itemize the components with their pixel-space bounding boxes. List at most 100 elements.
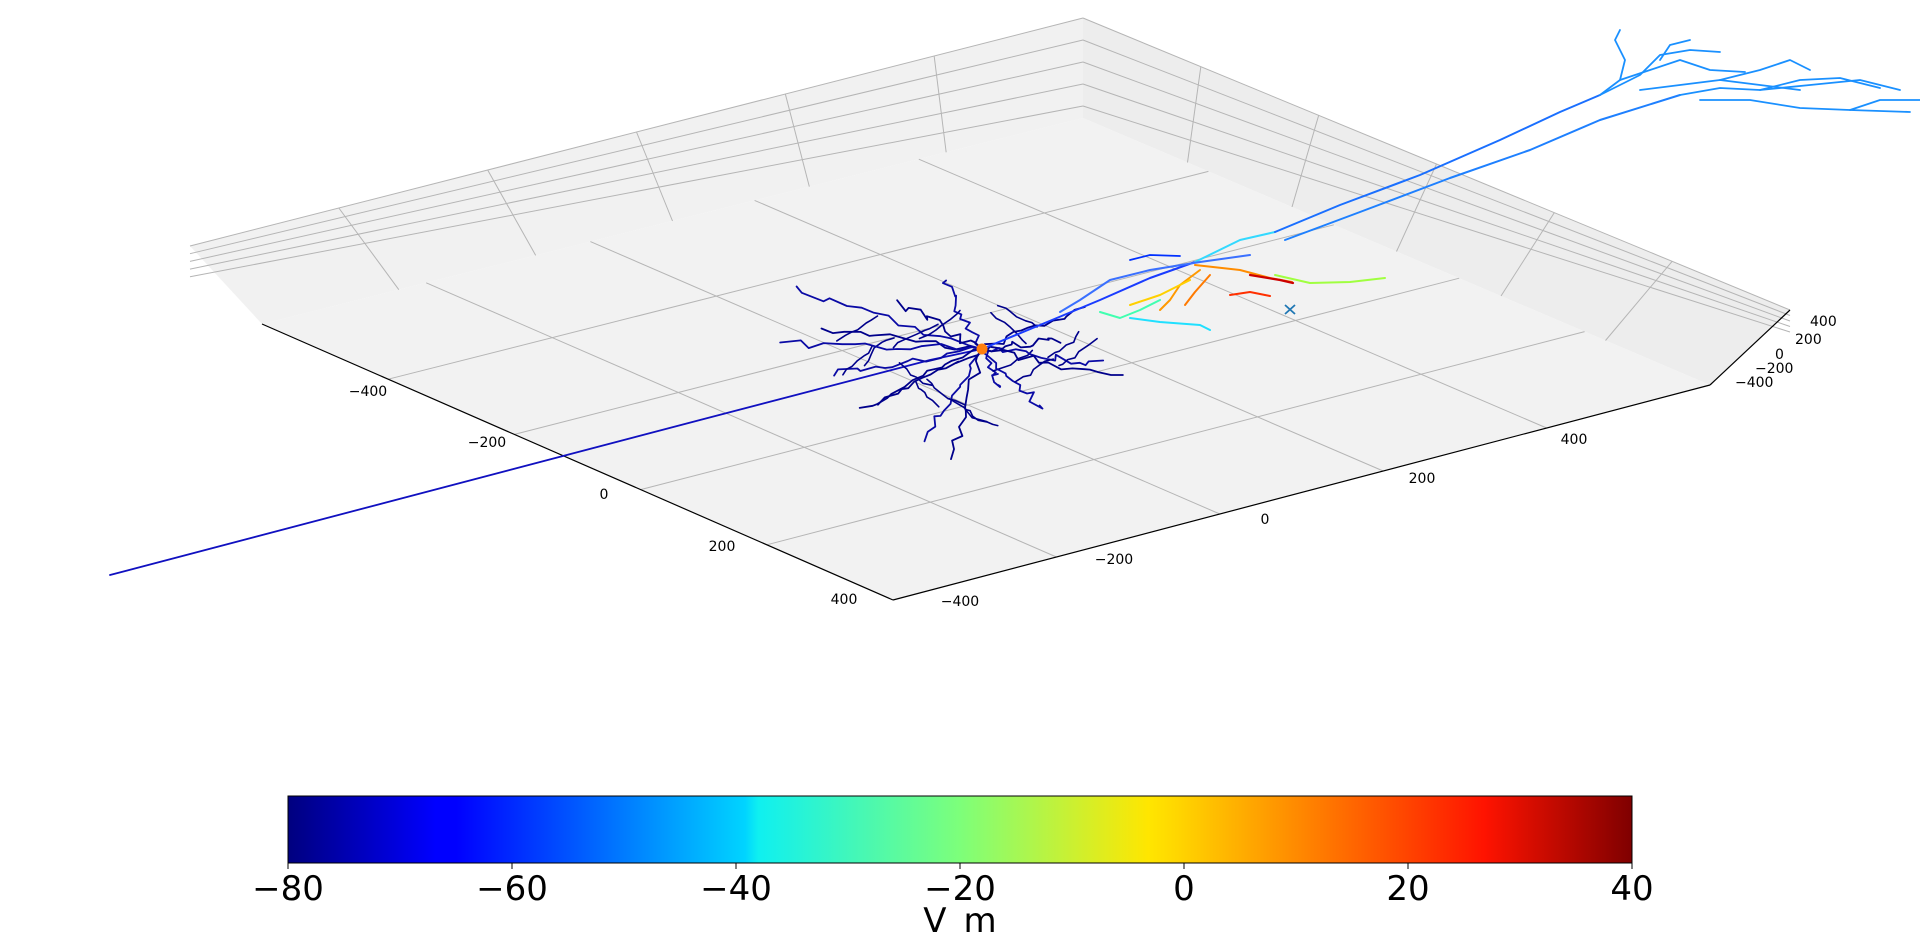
tuft-branch [1699,99,1911,113]
neurite-branch [996,304,1038,328]
neurite-branch [950,348,983,460]
neurite-branch [981,306,1086,350]
neurite-branch [1059,254,1251,313]
neurite-branch [990,311,1027,345]
neurite-branch [1129,317,1211,331]
z-tick-label: 0 [1775,347,1784,363]
neurite-branch [1274,274,1386,284]
neurite-branch [981,348,1044,410]
floor-grid-line [766,331,1585,546]
neurite-branch [1159,269,1201,311]
neurite-branch [1047,330,1080,359]
wall-grid-line [338,207,400,290]
y-axis-line [892,384,1711,601]
floor-grid-line [590,241,1220,515]
wall-grid-line [1605,261,1673,341]
tuft-branch [1599,49,1721,96]
colorbar-tick-label: 40 [1610,869,1653,909]
neuron-morphology [109,29,1920,576]
axon [109,348,983,576]
wall-grid-line [1291,115,1320,208]
neurite-branch [1058,337,1098,367]
tuft-branch [1849,99,1920,111]
colorbar: −80 −60 −40 −20 0 20 40 V_m [252,795,1654,936]
x-tick-label: 200 [709,539,736,555]
neurite-branch [1129,254,1181,261]
neurite-branch [779,339,983,351]
neurite-branch [978,348,1002,388]
neurite-branch [1274,94,1601,233]
z-tick-label: −400 [1735,375,1773,391]
wall-grid-line [1396,163,1437,252]
neurite-branch [1284,94,1681,241]
x-tick-label: 400 [831,592,858,608]
neurite-branch [942,279,983,350]
tuft-branch [1719,59,1811,81]
x-tick-label: −400 [349,384,387,400]
neurite-branch [1014,358,1054,383]
neurite-branch [1099,299,1161,319]
neurite-branch [926,378,966,406]
neurite-branch [981,337,1062,350]
wall-grid-line [784,93,810,187]
floor-grid-line [754,199,1384,472]
neurite-branch [923,348,983,443]
tuft-branch [1759,77,1881,91]
neurite-branch [981,348,1124,376]
wall-grid-line [1082,39,1791,316]
cross-marker [1284,304,1296,315]
y-tick-label: 400 [1561,432,1588,448]
neurite-branch [892,323,939,349]
wall-grid-line [1082,61,1791,322]
neurite-branch [918,309,961,340]
axis-lines [261,309,1791,601]
wall-grid-line [1500,212,1555,297]
floor-grid-line [388,170,1209,380]
y-tick-label: −200 [1095,552,1133,568]
neurite-branch [898,362,933,386]
neurite-branch [981,347,1105,367]
z-tick-label: 200 [1795,332,1822,348]
colorbar-tick-label: 20 [1386,869,1429,909]
wall-grid-line [636,131,673,222]
floor-grid-line [426,282,1057,558]
wall-grid-line [189,39,1084,255]
neurite-branch [863,337,895,367]
x-axis-line [261,323,894,601]
tuft-branch [1619,59,1746,81]
floor-grid-line [514,224,1334,435]
colorbar-tick-label: −20 [924,869,996,909]
neurite-branch [833,346,983,377]
neurite-branch [992,349,1034,372]
colorbar-tick-label: −80 [252,869,324,909]
y-tick-label: 0 [1261,512,1270,528]
wall-grid-line [933,55,947,153]
z-tick-label: −200 [1755,361,1793,377]
axes-panes [190,18,1790,600]
x-tick-label: 0 [600,487,609,503]
floor-grid-line [640,277,1460,491]
wall-grid-line [189,61,1084,262]
neurite-branch [1184,274,1211,306]
tuft-branch [1599,29,1626,96]
wall-grid-line [189,83,1084,270]
neurite-branch [896,299,983,350]
wall-grid-line [1187,66,1202,163]
colorbar-tick-label: 0 [1173,869,1195,909]
neurite-branch [1229,291,1271,297]
tuft-branch [1679,79,1901,96]
neurite-branch [795,285,983,350]
neurite-branch [1248,273,1295,285]
neurite-branch [877,348,983,406]
neurite-branch [964,408,999,427]
pane-back-right [1083,18,1790,385]
x-tick-label: −200 [468,435,506,451]
colorbar-ticks: −80 −60 −40 −20 0 20 40 [252,863,1654,909]
colorbar-tick-label: −60 [476,869,548,909]
colorbar-gradient [287,795,1633,864]
neurite-branch [820,327,983,351]
wall-grid-line [487,169,537,256]
neurite-branch [836,315,879,342]
